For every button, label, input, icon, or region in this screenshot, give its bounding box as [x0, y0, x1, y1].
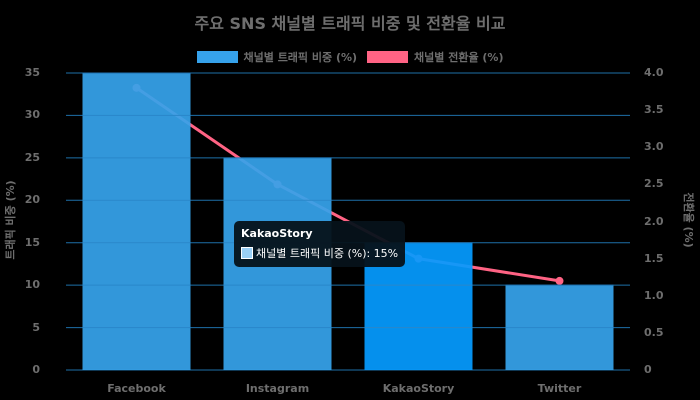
tooltip-title: KakaoStory	[241, 227, 313, 240]
legend-swatch-conversion	[367, 51, 409, 63]
y-tick-left: 5	[32, 320, 40, 334]
y-tick-left: 30	[24, 108, 40, 122]
y-tick-left: 35	[24, 66, 40, 79]
y-axis-left-title: 트래픽 비중 (%)	[4, 180, 17, 260]
legend-item-conversion[interactable]: 채널별 전환율 (%)	[367, 49, 504, 65]
y-tick-left: 0	[32, 363, 40, 376]
bar-facebook[interactable]	[82, 73, 191, 370]
legend-item-traffic[interactable]: 채널별 트래픽 비중 (%)	[196, 49, 358, 65]
legend-label-traffic: 채널별 트래픽 비중 (%)	[243, 51, 358, 64]
legend-swatch-traffic	[196, 51, 238, 63]
y-tick-right: 1.0	[644, 288, 664, 302]
y-tick-left: 20	[24, 193, 40, 207]
y-tick-right: 0	[644, 363, 652, 376]
tooltip-swatch	[241, 247, 253, 259]
y-tick-right: 3.0	[644, 140, 664, 154]
y-tick-right: 4.0	[644, 66, 664, 79]
y-tick-right: 2.5	[644, 177, 664, 191]
conversion-point[interactable]	[555, 276, 564, 285]
y-tick-left: 10	[24, 278, 40, 292]
chart-title: 주요 SNS 채널별 트래픽 비중 및 전환율 비교	[194, 14, 506, 33]
x-tick: KakaoStory	[382, 382, 455, 395]
y-axis-right-title: 전환율 (%)	[682, 192, 695, 248]
x-tick: Instagram	[245, 382, 310, 395]
legend: 채널별 트래픽 비중 (%) 채널별 전환율 (%)	[0, 49, 700, 65]
tooltip: KakaoStory 채널별 트래픽 비중 (%): 15%	[234, 221, 406, 267]
y-tick-right: 1.5	[644, 251, 664, 265]
tooltip-label: 채널별 트래픽 비중 (%): 15%	[256, 247, 399, 260]
y-tick-right: 2.0	[644, 214, 664, 228]
y-tick-left: 25	[24, 150, 40, 164]
x-tick: Facebook	[107, 382, 166, 395]
y-tick-right: 3.5	[644, 103, 664, 117]
x-tick: Twitter	[537, 382, 582, 395]
y-tick-left: 15	[24, 235, 40, 249]
legend-label-conversion: 채널별 전환율 (%)	[414, 51, 504, 64]
y-tick-right: 0.5	[644, 325, 664, 339]
